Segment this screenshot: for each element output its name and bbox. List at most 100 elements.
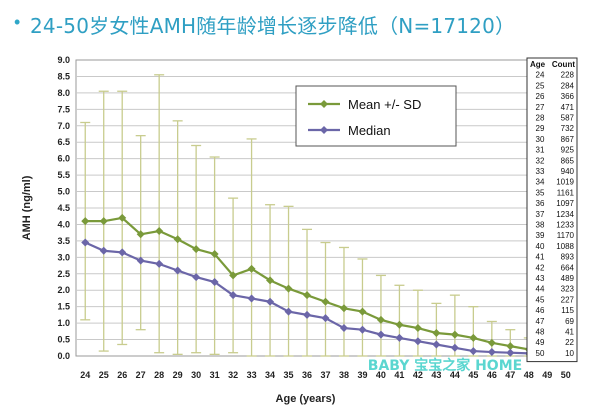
table-cell-count: 587: [561, 114, 575, 123]
x-tick-label: 35: [284, 370, 294, 380]
table-cell-age: 38: [536, 221, 545, 230]
table-cell-count: 489: [561, 274, 575, 283]
table-cell-count: 1170: [557, 231, 575, 240]
table-cell-count: 284: [561, 81, 575, 90]
table-cell-count: 471: [561, 103, 575, 112]
x-tick-label: 25: [99, 370, 109, 380]
table-cell-count: 1161: [557, 188, 575, 197]
y-tick-label: 3.0: [57, 252, 70, 262]
table-cell-count: 10: [565, 349, 574, 358]
table-cell-count: 1097: [556, 199, 574, 208]
mean-point: [469, 333, 478, 342]
table-cell-count: 115: [561, 306, 574, 315]
table-cell-count: 1019: [556, 178, 574, 187]
table-cell-count: 732: [561, 124, 575, 133]
table-cell-age: 50: [536, 349, 545, 358]
median-point: [395, 333, 404, 342]
y-tick-label: 0.0: [57, 351, 70, 361]
mean-point: [284, 284, 293, 293]
median-point: [155, 259, 164, 268]
y-tick-label: 9.0: [57, 55, 70, 65]
y-axis-title: AMH (ng/ml): [21, 175, 33, 240]
watermark-text: BABY 宝宝之家 HOME: [368, 357, 522, 374]
y-tick-label: 4.0: [57, 219, 70, 229]
y-tick-label: 0.5: [57, 335, 70, 345]
mean-point: [81, 217, 90, 226]
x-tick-label: 31: [210, 370, 220, 380]
table-cell-age: 49: [536, 338, 545, 347]
x-tick-label: 46: [487, 370, 497, 380]
mean-point: [210, 250, 219, 259]
table-cell-age: 28: [536, 114, 545, 123]
median-point: [210, 278, 219, 286]
title-bullet: •: [14, 12, 21, 32]
x-axis-title: Age (years): [276, 393, 336, 405]
x-tick-label: 48: [524, 370, 534, 380]
title-bar: • 24-50岁女性AMH随年龄增长逐步降低（N=17120）: [0, 6, 600, 40]
legend-box: [295, 85, 457, 147]
mean-point: [487, 338, 496, 347]
median-point: [229, 291, 238, 300]
table-cell-count: 227: [561, 295, 575, 304]
mean-point: [432, 328, 441, 337]
table-cell-age: 40: [536, 242, 545, 251]
table-cell-age: 43: [536, 274, 545, 283]
median-point: [173, 266, 182, 275]
y-tick-label: 6.5: [57, 137, 70, 147]
y-tick-label: 2.0: [57, 285, 70, 295]
table-cell-age: 47: [536, 317, 545, 326]
table-cell-age: 39: [536, 231, 545, 240]
table-cell-age: 29: [536, 124, 545, 133]
mean-point: [118, 213, 127, 222]
y-tick-label: 4.5: [57, 203, 70, 213]
table-cell-count: 22: [565, 338, 574, 347]
x-tick-label: 28: [154, 370, 164, 380]
x-tick-label: 37: [320, 370, 330, 380]
median-point: [99, 246, 108, 255]
median-point: [247, 294, 256, 303]
table-cell-count: 940: [561, 167, 575, 176]
mean-point: [395, 320, 404, 329]
y-tick-label: 1.0: [57, 318, 70, 328]
mean-point: [506, 342, 515, 351]
y-tick-label: 8.5: [57, 71, 70, 81]
table-cell-age: 32: [536, 156, 545, 165]
median-point: [118, 248, 127, 257]
table-cell-age: 34: [536, 178, 545, 187]
median-point: [266, 297, 275, 306]
table-cell-age: 24: [536, 71, 545, 80]
median-point: [192, 273, 201, 282]
table-cell-age: 35: [536, 188, 545, 197]
x-tick-label: 30: [191, 370, 201, 380]
table-cell-count: 366: [561, 92, 575, 101]
median-point: [432, 340, 441, 349]
median-point: [506, 348, 515, 357]
table-cell-age: 36: [536, 199, 545, 208]
median-point: [487, 348, 496, 357]
y-tick-label: 8.0: [57, 88, 70, 98]
mean-point: [192, 245, 201, 254]
median-point: [413, 337, 422, 346]
y-tick-label: 6.0: [57, 154, 70, 164]
x-tick-label: 26: [117, 370, 127, 380]
table-cell-age: 33: [536, 167, 545, 176]
y-tick-label: 5.0: [57, 187, 70, 197]
table-cell-count: 323: [561, 285, 575, 294]
table-cell-count: 1088: [556, 242, 574, 251]
x-tick-label: 45: [468, 370, 478, 380]
legend-label: Median: [348, 123, 391, 138]
y-tick-label: 7.0: [57, 121, 70, 131]
legend-swatch-marker: [320, 100, 328, 108]
x-tick-label: 32: [228, 370, 238, 380]
median-point: [376, 330, 385, 339]
mean-point: [321, 297, 330, 306]
table-cell-count: 69: [565, 317, 574, 326]
table-cell-count: 228: [561, 71, 575, 80]
x-tick-label: 38: [339, 370, 349, 380]
median-point: [136, 256, 145, 265]
mean-point: [99, 217, 108, 226]
median-point: [339, 324, 348, 333]
mean-point: [136, 230, 145, 239]
mean-point: [247, 264, 256, 273]
median-point: [284, 307, 293, 316]
